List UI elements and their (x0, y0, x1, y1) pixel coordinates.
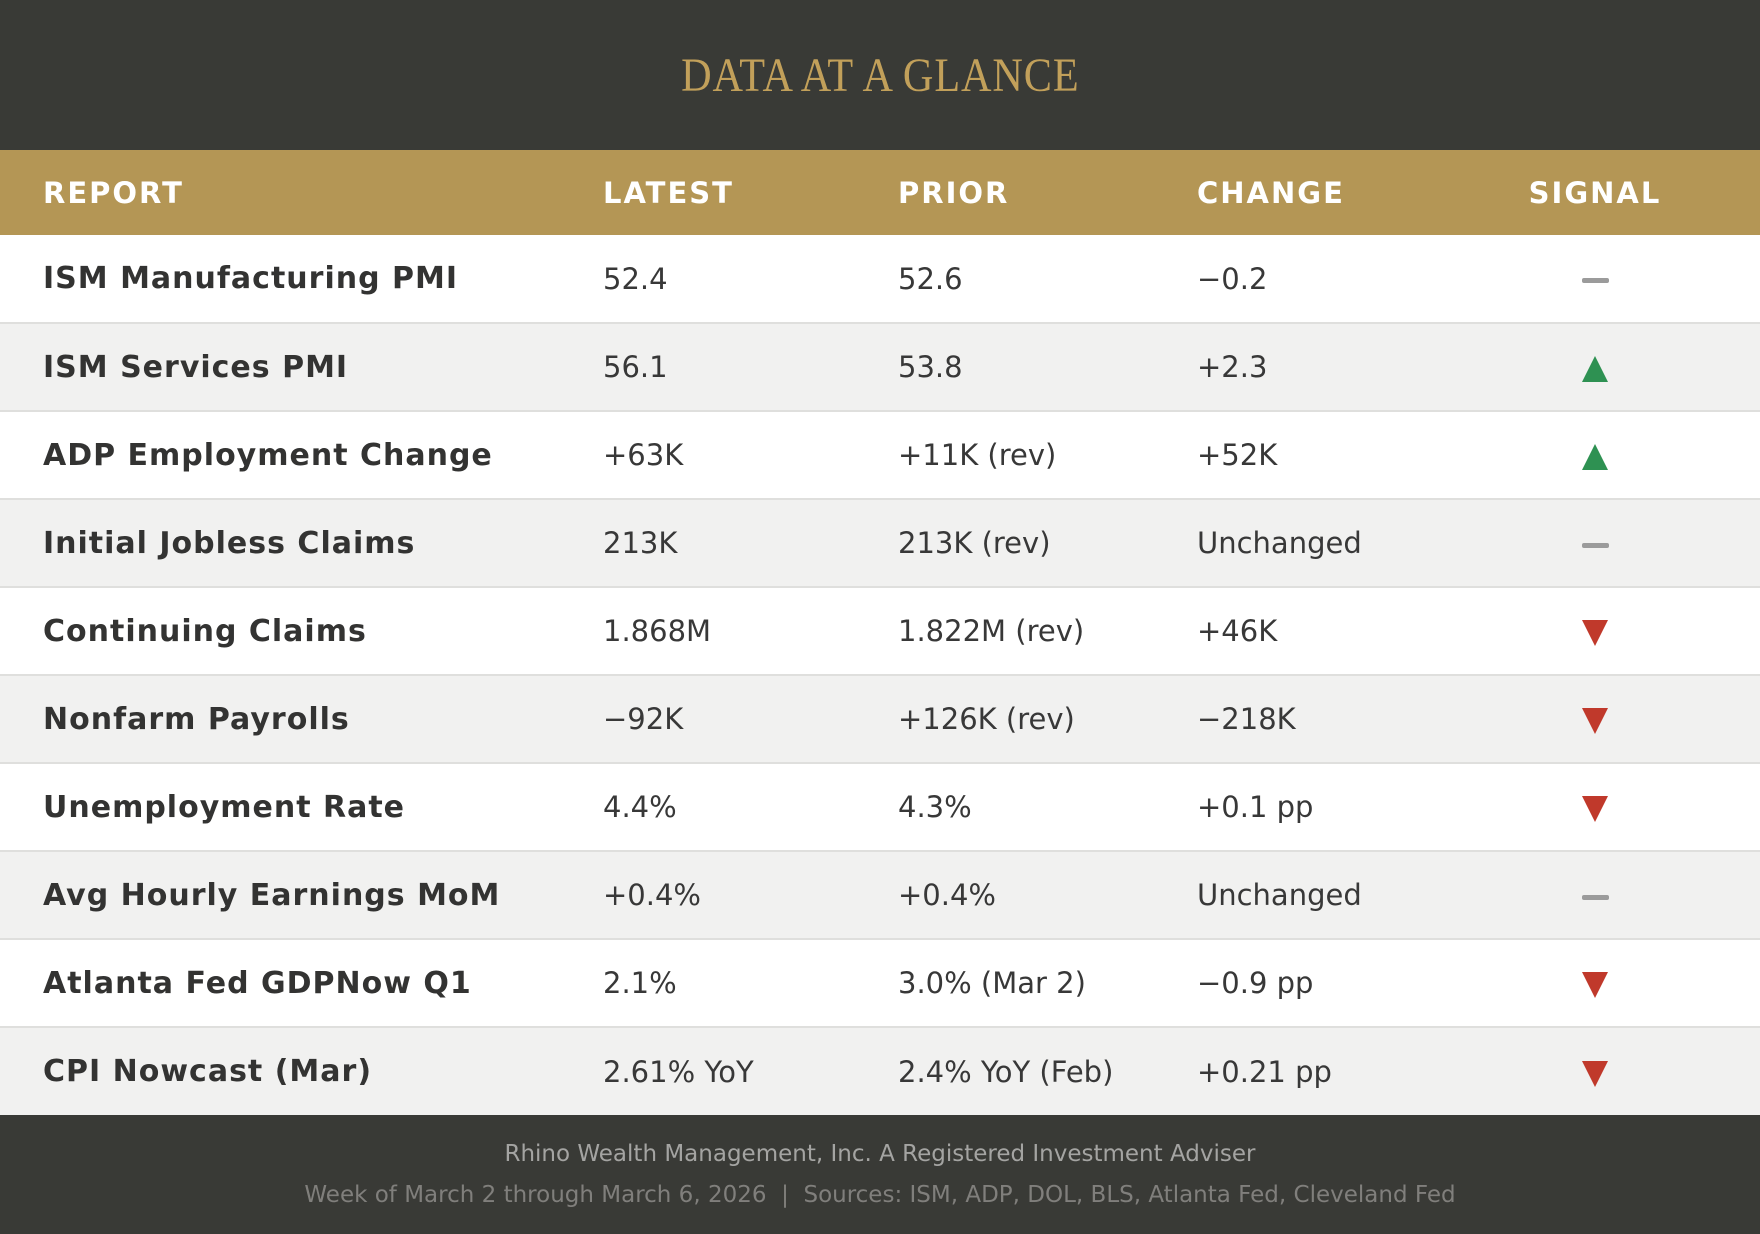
table-row: Avg Hourly Earnings MoM +0.4% +0.4% Unch… (0, 851, 1760, 939)
latest-value: 1.868M (603, 614, 712, 648)
change-value: +2.3 (1197, 350, 1268, 384)
report-name: ISM Services PMI (43, 349, 349, 385)
prior-value: +11K (rev) (898, 438, 1057, 472)
table-row: CPI Nowcast (Mar) 2.61% YoY 2.4% YoY (Fe… (0, 1027, 1760, 1115)
latest-value: 56.1 (603, 350, 668, 384)
latest-value: +63K (603, 438, 684, 472)
change-value: −0.9 pp (1197, 966, 1314, 1000)
prior-value: 3.0% (Mar 2) (898, 966, 1086, 1000)
latest-value: +0.4% (603, 878, 701, 912)
change-value: +52K (1197, 438, 1278, 472)
column-header-report: REPORT (0, 150, 603, 235)
table-row: Initial Jobless Claims 213K 213K (rev) U… (0, 499, 1760, 587)
signal-down-icon (1582, 708, 1608, 734)
report-name: Atlanta Fed GDPNow Q1 (43, 965, 472, 1001)
table-row: ISM Services PMI 56.1 53.8 +2.3 (0, 323, 1760, 411)
signal-down-icon (1582, 796, 1608, 822)
footer: Rhino Wealth Management, Inc. A Register… (0, 1115, 1760, 1234)
prior-value: +126K (rev) (898, 702, 1075, 736)
prior-value: 213K (rev) (898, 526, 1051, 560)
change-value: Unchanged (1197, 878, 1362, 912)
signal-flat-icon (1581, 278, 1609, 283)
report-name: Unemployment Rate (43, 789, 406, 825)
signal-up-icon (1582, 356, 1608, 382)
prior-value: 53.8 (898, 350, 963, 384)
title-banner: DATA AT A GLANCE (0, 0, 1760, 150)
prior-value: 4.3% (898, 790, 972, 824)
report-name: ADP Employment Change (43, 437, 493, 473)
footer-disclaimer: Rhino Wealth Management, Inc. A Register… (504, 1141, 1256, 1167)
latest-value: 2.61% YoY (603, 1054, 754, 1089)
latest-value: 213K (603, 526, 678, 560)
report-name: Continuing Claims (43, 613, 367, 649)
table-row: ADP Employment Change +63K +11K (rev) +5… (0, 411, 1760, 499)
prior-value: 52.6 (898, 261, 963, 296)
report-name: Initial Jobless Claims (43, 525, 416, 561)
prior-value: +0.4% (898, 878, 996, 912)
table-header: REPORT LATEST PRIOR CHANGE SIGNAL (0, 150, 1760, 235)
signal-down-icon (1582, 1060, 1608, 1087)
table-row: Continuing Claims 1.868M 1.822M (rev) +4… (0, 587, 1760, 675)
signal-flat-icon (1581, 894, 1609, 900)
change-value: +0.1 pp (1197, 790, 1314, 824)
report-name: CPI Nowcast (Mar) (43, 1054, 373, 1089)
prior-value: 1.822M (rev) (898, 614, 1085, 648)
table-row: Atlanta Fed GDPNow Q1 2.1% 3.0% (Mar 2) … (0, 939, 1760, 1027)
table-row: Unemployment Rate 4.4% 4.3% +0.1 pp (0, 763, 1760, 851)
change-value: −0.2 (1197, 261, 1268, 296)
column-header-latest: LATEST (603, 150, 898, 235)
column-header-change: CHANGE (1197, 150, 1430, 235)
column-header-signal: SIGNAL (1430, 150, 1760, 235)
signal-down-icon (1582, 972, 1608, 998)
column-header-prior: PRIOR (898, 150, 1197, 235)
latest-value: 52.4 (603, 261, 668, 296)
change-value: −218K (1197, 702, 1296, 736)
signal-flat-icon (1581, 542, 1609, 548)
change-value: +46K (1197, 614, 1278, 648)
footer-week-sources: Week of March 2 through March 6, 2026 | … (304, 1182, 1456, 1208)
latest-value: 4.4% (603, 790, 677, 824)
signal-up-icon (1582, 444, 1608, 470)
report-name: ISM Manufacturing PMI (43, 261, 459, 296)
prior-value: 2.4% YoY (Feb) (898, 1054, 1114, 1089)
table-header-row: REPORT LATEST PRIOR CHANGE SIGNAL (0, 150, 1760, 235)
data-table: REPORT LATEST PRIOR CHANGE SIGNAL ISM Ma… (0, 150, 1760, 1115)
page-title: DATA AT A GLANCE (680, 48, 1080, 102)
report-name: Nonfarm Payrolls (43, 701, 350, 737)
report-name: Avg Hourly Earnings MoM (43, 877, 501, 913)
table-row: ISM Manufacturing PMI 52.4 52.6 −0.2 (0, 235, 1760, 323)
latest-value: 2.1% (603, 966, 677, 1000)
table-row: Nonfarm Payrolls −92K +126K (rev) −218K (0, 675, 1760, 763)
latest-value: −92K (603, 702, 684, 736)
signal-down-icon (1582, 620, 1608, 646)
change-value: Unchanged (1197, 526, 1362, 560)
table-body: ISM Manufacturing PMI 52.4 52.6 −0.2 ISM… (0, 235, 1760, 1115)
change-value: +0.21 pp (1197, 1054, 1332, 1089)
